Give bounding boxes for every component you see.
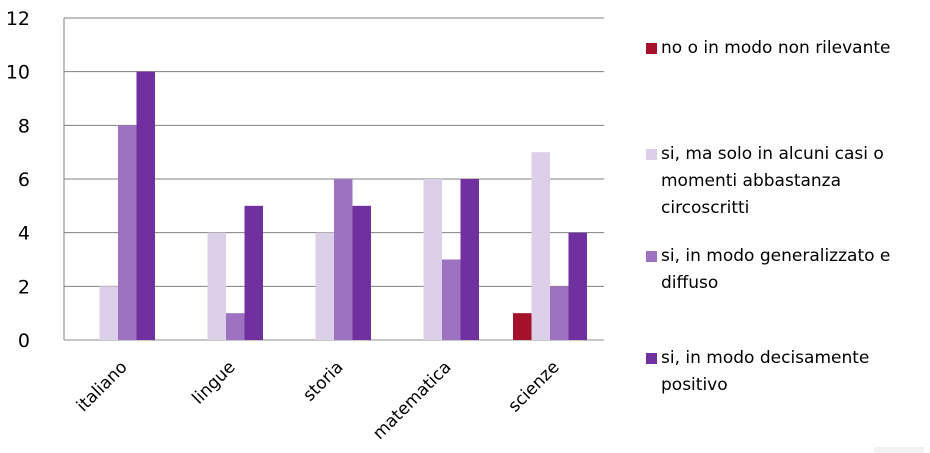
bar-storia-series-2 — [315, 232, 334, 340]
bar-scienze-series-4 — [568, 232, 587, 340]
bar-storia-series-4 — [352, 205, 371, 340]
y-tick-label: 6 — [18, 169, 30, 191]
bar-lingue-series-2 — [207, 232, 226, 340]
legend-swatch — [646, 149, 657, 160]
bar-scienze-series-2 — [531, 152, 550, 340]
legend-label: si, ma solo in alcuni casi o momenti abb… — [661, 144, 884, 218]
bar-matematica-series-3 — [442, 259, 461, 340]
y-axis-tick-labels: 0 2 4 6 8 10 12 — [6, 8, 30, 352]
y-tick-label: 0 — [18, 330, 30, 352]
legend-swatch — [646, 353, 657, 364]
corner-box — [874, 447, 924, 453]
x-axis-tick-labels: italiano lingue storia matematica scienze — [73, 357, 564, 443]
legend-label: si, in modo decisamente positivo — [661, 348, 870, 395]
x-tick-label: italiano — [73, 357, 132, 416]
bar-italiano-series-4 — [136, 71, 155, 341]
y-tick-label: 2 — [18, 276, 30, 298]
y-tick-label: 10 — [6, 62, 30, 84]
legend-swatch — [646, 43, 657, 54]
bar-lingue-series-3 — [226, 313, 245, 340]
bar-italiano-series-2 — [99, 286, 118, 340]
y-tick-label: 12 — [6, 8, 30, 30]
bar-scienze-series-1 — [513, 313, 532, 340]
bar-italiano-series-3 — [118, 125, 137, 340]
x-tick-label: matematica — [369, 357, 455, 443]
bar-storia-series-3 — [334, 179, 353, 340]
bar-lingue-series-4 — [244, 205, 263, 340]
bar-matematica-series-4 — [460, 179, 479, 340]
y-tick-label: 8 — [18, 115, 30, 137]
bars — [99, 71, 587, 341]
legend-swatch — [646, 251, 657, 262]
legend-label: si, in modo generalizzato e diffuso — [661, 246, 891, 293]
x-tick-label: scienze — [504, 357, 563, 416]
legend-label: no o in modo non rilevante — [661, 38, 891, 58]
x-tick-label: storia — [299, 357, 347, 405]
bar-matematica-series-2 — [423, 179, 442, 340]
y-tick-label: 4 — [18, 223, 30, 245]
bar-scienze-series-3 — [550, 286, 569, 340]
x-tick-label: lingue — [188, 357, 239, 408]
